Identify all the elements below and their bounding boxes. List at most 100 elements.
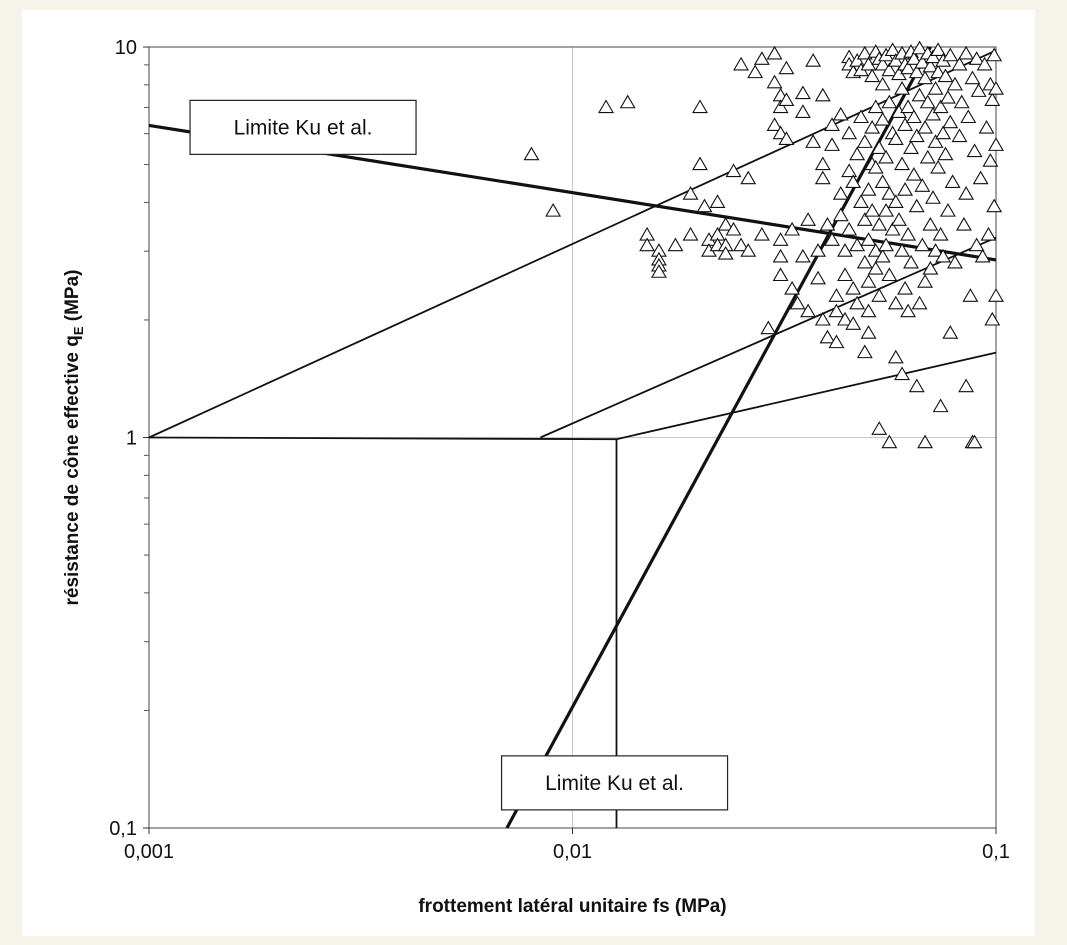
data-point xyxy=(887,194,904,208)
data-point xyxy=(717,216,734,231)
data-point xyxy=(897,182,914,196)
data-point xyxy=(942,325,959,339)
data-point xyxy=(890,212,907,226)
data-points xyxy=(523,40,1004,449)
annotation-box: Limite Ku et al. xyxy=(189,99,417,155)
data-point xyxy=(794,104,811,118)
data-point xyxy=(917,119,934,134)
data-point xyxy=(800,303,817,318)
data-point xyxy=(947,76,963,91)
axis-ticks: 0,001 0,01 0,1 0,1 1 10 xyxy=(109,37,1010,863)
data-point xyxy=(917,70,934,85)
data-point xyxy=(951,128,968,143)
data-point xyxy=(925,106,941,121)
data-point xyxy=(978,119,995,134)
data-point xyxy=(841,125,858,140)
data-point xyxy=(860,182,877,196)
data-point xyxy=(986,198,1003,213)
data-point xyxy=(828,303,845,318)
annotation-text: Limite Ku et al. xyxy=(234,116,373,139)
data-point xyxy=(942,47,959,62)
data-point xyxy=(794,85,811,100)
data-point xyxy=(853,194,869,208)
data-point xyxy=(878,237,894,252)
data-point xyxy=(789,295,806,310)
data-point xyxy=(887,131,904,145)
data-point xyxy=(887,295,904,310)
data-point xyxy=(778,131,795,145)
data-point xyxy=(925,49,941,64)
data-point xyxy=(639,237,656,252)
data-point xyxy=(682,226,699,241)
data-point xyxy=(837,311,853,326)
data-point xyxy=(874,111,891,126)
data-point xyxy=(970,83,987,97)
data-point xyxy=(881,94,898,109)
data-point xyxy=(903,140,919,154)
data-point xyxy=(619,94,636,109)
data-point xyxy=(828,288,845,302)
y-axis-title: résistance de cône effective qE (MPa) xyxy=(62,269,86,605)
data-point xyxy=(984,311,1001,326)
annotation-text: Limite Ku et al. xyxy=(545,772,684,795)
data-point xyxy=(856,212,873,226)
data-point xyxy=(968,237,985,252)
y-axis-title-unit: (MPa) xyxy=(62,269,83,326)
data-point xyxy=(962,288,979,302)
data-point xyxy=(958,45,975,60)
data-point xyxy=(922,260,939,275)
data-point xyxy=(766,45,783,60)
data-point xyxy=(814,170,831,185)
data-point xyxy=(871,216,888,231)
data-point xyxy=(747,64,764,79)
data-point xyxy=(922,58,939,73)
data-point xyxy=(874,174,891,189)
data-point xyxy=(937,146,954,161)
data-point xyxy=(856,45,873,60)
data-point xyxy=(709,194,726,208)
data-point xyxy=(917,434,934,449)
data-point xyxy=(845,280,862,295)
data-point xyxy=(887,349,904,364)
data-point xyxy=(922,216,939,231)
data-point xyxy=(982,153,999,167)
data-point xyxy=(845,174,862,189)
data-point xyxy=(841,163,858,178)
data-point xyxy=(988,81,1004,95)
data-point xyxy=(894,243,911,257)
data-point xyxy=(900,226,917,241)
boundary-line xyxy=(505,46,932,829)
data-point xyxy=(864,68,881,83)
data-point xyxy=(927,243,944,257)
annotation-frame xyxy=(189,99,417,155)
data-point xyxy=(810,243,826,257)
data-point xyxy=(937,68,954,83)
data-point xyxy=(819,329,836,344)
data-point xyxy=(667,237,684,252)
data-point xyxy=(894,81,911,95)
data-point xyxy=(900,303,917,318)
data-point xyxy=(894,156,911,171)
data-point xyxy=(523,146,540,161)
data-point xyxy=(881,267,898,282)
annotation-box: Limite Ku et al. xyxy=(500,755,729,811)
data-point xyxy=(966,434,983,449)
data-point xyxy=(814,311,831,326)
data-point xyxy=(919,149,936,164)
x-tick-label: 0,1 xyxy=(982,841,1010,863)
annotations: Limite Ku et al. Limite Ku et al. xyxy=(189,99,729,811)
data-point xyxy=(958,378,975,393)
data-point xyxy=(725,163,742,178)
data-point xyxy=(930,159,947,174)
data-point xyxy=(650,264,667,278)
boundary-line xyxy=(616,351,997,441)
data-point xyxy=(545,203,562,217)
data-point xyxy=(864,119,881,134)
data-point xyxy=(860,325,877,339)
data-point xyxy=(766,117,783,131)
y-tick-label: 1 xyxy=(126,428,137,450)
data-point xyxy=(968,51,985,65)
data-point xyxy=(794,248,811,263)
data-point xyxy=(974,248,991,263)
data-point xyxy=(900,99,917,114)
